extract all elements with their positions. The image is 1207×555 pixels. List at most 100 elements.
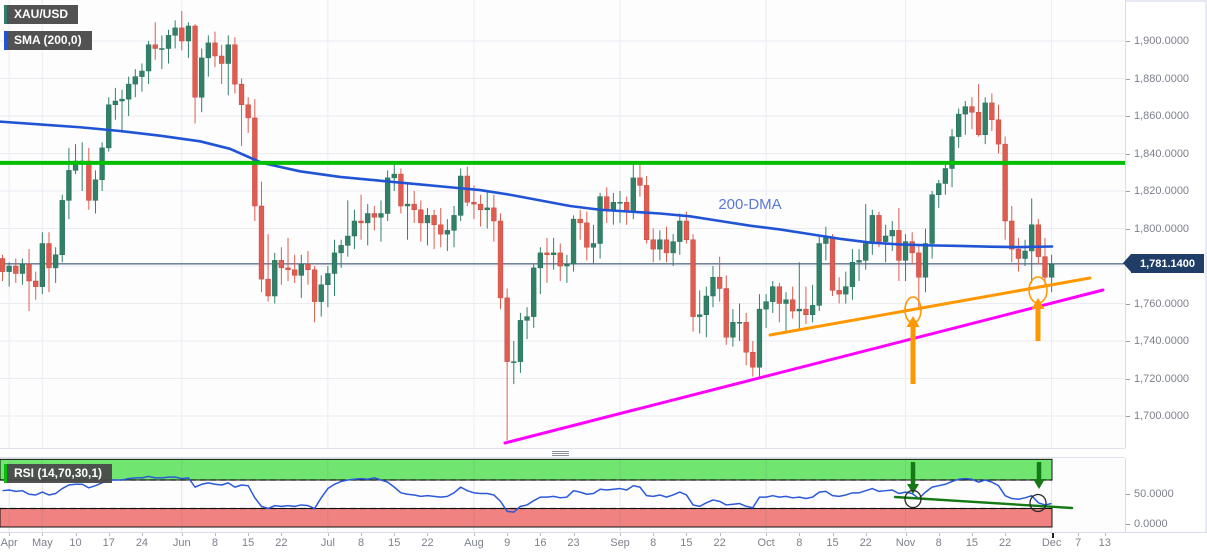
candle — [564, 263, 570, 267]
price-axis-label: 1,800.0000 — [1134, 222, 1190, 235]
time-axis-label: 15 — [826, 537, 839, 549]
down-arrow-head-icon — [1033, 479, 1045, 489]
candle — [232, 44, 238, 85]
time-tick — [540, 532, 542, 536]
ascending-trendline-magenta[interactable] — [503, 288, 1105, 445]
candle — [258, 205, 265, 280]
main-plot-background — [0, 0, 1125, 448]
candle — [179, 27, 185, 42]
main-price-chart[interactable]: 200-DMA — [0, 0, 1125, 448]
time-axis-label: 15 — [965, 537, 979, 549]
time-axis-label: 22 — [713, 537, 726, 549]
rsi-tick — [1125, 524, 1130, 525]
ascending-trendline-orange[interactable] — [768, 276, 1092, 337]
candle — [936, 183, 942, 195]
time-tick — [865, 532, 867, 536]
candle — [570, 218, 577, 265]
time-axis-label: 9 — [504, 537, 511, 549]
candle — [418, 209, 424, 224]
candle — [1042, 256, 1048, 278]
candle — [823, 237, 829, 244]
time-tick — [766, 532, 768, 536]
candle — [922, 243, 929, 278]
candle — [318, 284, 324, 302]
panel-resize-handle[interactable] — [552, 451, 569, 457]
candle — [550, 252, 557, 255]
candle — [444, 230, 451, 235]
candle — [942, 168, 949, 184]
candle — [730, 322, 736, 338]
candle — [477, 203, 484, 210]
candle — [365, 213, 371, 224]
up-arrow-head-icon — [906, 316, 920, 327]
price-tick — [1125, 341, 1130, 342]
time-tick — [1104, 532, 1106, 536]
rsi-line[interactable] — [2, 475, 1052, 513]
candle — [982, 102, 988, 135]
price-axis-border — [1125, 0, 1126, 448]
time-tick — [507, 532, 509, 536]
time-axis-border — [0, 532, 1207, 533]
rsi-divergence-trendline[interactable] — [893, 495, 1074, 510]
candle — [165, 35, 172, 49]
candle — [119, 98, 125, 102]
time-axis-label: 8 — [357, 537, 365, 549]
candle — [790, 299, 796, 312]
candle — [471, 202, 477, 205]
candle — [902, 241, 909, 261]
candle — [770, 286, 776, 302]
time-tick — [42, 532, 44, 536]
symbol-legend-badge[interactable]: XAU/USD — [4, 5, 79, 24]
candle — [803, 308, 809, 315]
price-tick — [1125, 416, 1130, 417]
candle — [126, 83, 132, 100]
time-tick — [832, 532, 834, 536]
price-tick — [1125, 153, 1130, 155]
candle — [597, 196, 603, 244]
time-axis-label: Oct — [757, 537, 775, 549]
candle — [311, 269, 318, 302]
symbol-accent-bar — [4, 5, 7, 24]
candle — [225, 44, 231, 64]
rsi-oversold-band — [0, 508, 1053, 528]
candle — [46, 243, 52, 269]
candle — [650, 239, 656, 250]
price-axis-label: 1,700.0000 — [1134, 410, 1190, 422]
time-axis-label: 24 — [135, 537, 149, 549]
rsi-legend-badge[interactable]: RSI (14,70,30,1) — [4, 464, 113, 483]
candle — [1022, 250, 1028, 259]
candle — [796, 308, 802, 312]
candle — [484, 207, 490, 210]
rsi-axis[interactable]: 50.0000 0.0000 — [1125, 0, 1207, 532]
price-tick — [1125, 41, 1130, 42]
sma-legend-badge[interactable]: SMA (200,0) — [4, 31, 92, 50]
rsi-touch-circle — [904, 489, 922, 509]
price-tick — [1125, 78, 1130, 80]
candle — [956, 113, 962, 137]
candle — [6, 265, 12, 272]
candle — [637, 177, 643, 186]
time-tick — [108, 532, 110, 536]
time-axis[interactable]: Apr May 10 17 24 Jun 8 15 22 Jul 8 15 22 Aug 9 16 23 Sep 8… — [0, 532, 1207, 555]
candle — [497, 220, 504, 299]
candle — [703, 295, 709, 315]
time-tick — [719, 532, 721, 536]
candle — [517, 320, 524, 362]
candle — [411, 203, 417, 210]
time-axis-label: 15 — [680, 537, 693, 549]
time-axis-label: 22 — [859, 537, 872, 549]
price-axis-label: 1,820.0000 — [1134, 185, 1190, 197]
time-axis-label: 22 — [421, 537, 434, 549]
rsi-panel[interactable] — [0, 458, 1125, 532]
candle — [199, 57, 205, 98]
time-axis-label: 8 — [650, 537, 657, 549]
candle — [384, 177, 391, 214]
price-axis[interactable]: 1,900.0000 1,880.0000 1,860.0000 1,840.0000… — [1125, 0, 1207, 532]
sma-200-line[interactable] — [0, 120, 1054, 249]
time-tick — [248, 532, 250, 536]
candle — [909, 241, 915, 254]
candle — [869, 215, 875, 244]
candle — [371, 213, 377, 218]
candle — [816, 243, 822, 306]
price-tick — [1125, 116, 1130, 117]
